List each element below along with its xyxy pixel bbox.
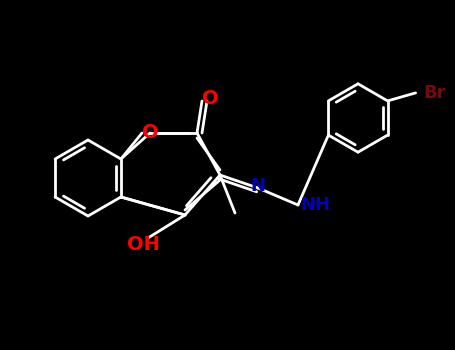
Text: OH: OH: [126, 236, 159, 254]
Text: N: N: [251, 177, 266, 195]
Text: O: O: [202, 90, 218, 108]
Text: NH: NH: [300, 196, 330, 214]
Text: Br: Br: [424, 84, 446, 102]
Text: O: O: [142, 124, 158, 142]
